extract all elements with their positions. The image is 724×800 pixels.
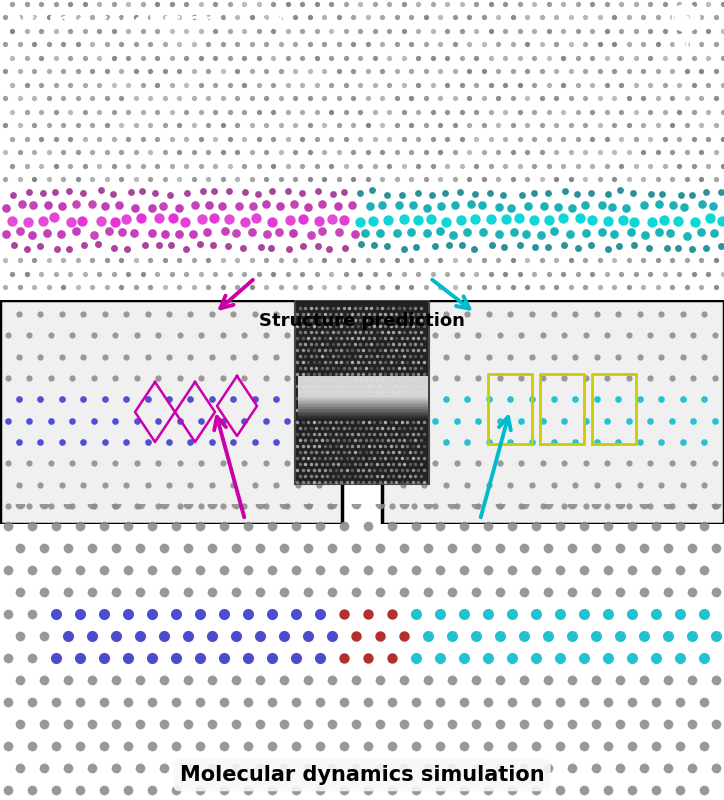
- Bar: [295, 300, 429, 484]
- Bar: [298, 398, 428, 399]
- Bar: [298, 413, 428, 414]
- Bar: [298, 401, 428, 402]
- Bar: [298, 409, 428, 410]
- Bar: [298, 399, 428, 401]
- Text: Molecular dynamics simulation: Molecular dynamics simulation: [180, 765, 544, 785]
- Text: Atomic resolution STEM: Atomic resolution STEM: [8, 12, 288, 32]
- Text: 11$\bar{1}$: 11$\bar{1}$: [669, 36, 703, 57]
- Bar: [298, 406, 428, 407]
- Bar: [298, 407, 428, 409]
- Bar: [298, 397, 428, 398]
- Bar: [0, 300, 342, 524]
- Bar: [298, 376, 428, 406]
- Bar: [298, 410, 428, 411]
- Bar: [298, 411, 428, 413]
- Bar: [298, 414, 428, 416]
- Bar: [298, 402, 428, 404]
- Bar: [298, 416, 428, 418]
- Bar: [298, 404, 428, 406]
- Bar: [298, 418, 428, 419]
- Bar: [382, 300, 724, 524]
- Text: Structure prediction: Structure prediction: [259, 312, 465, 330]
